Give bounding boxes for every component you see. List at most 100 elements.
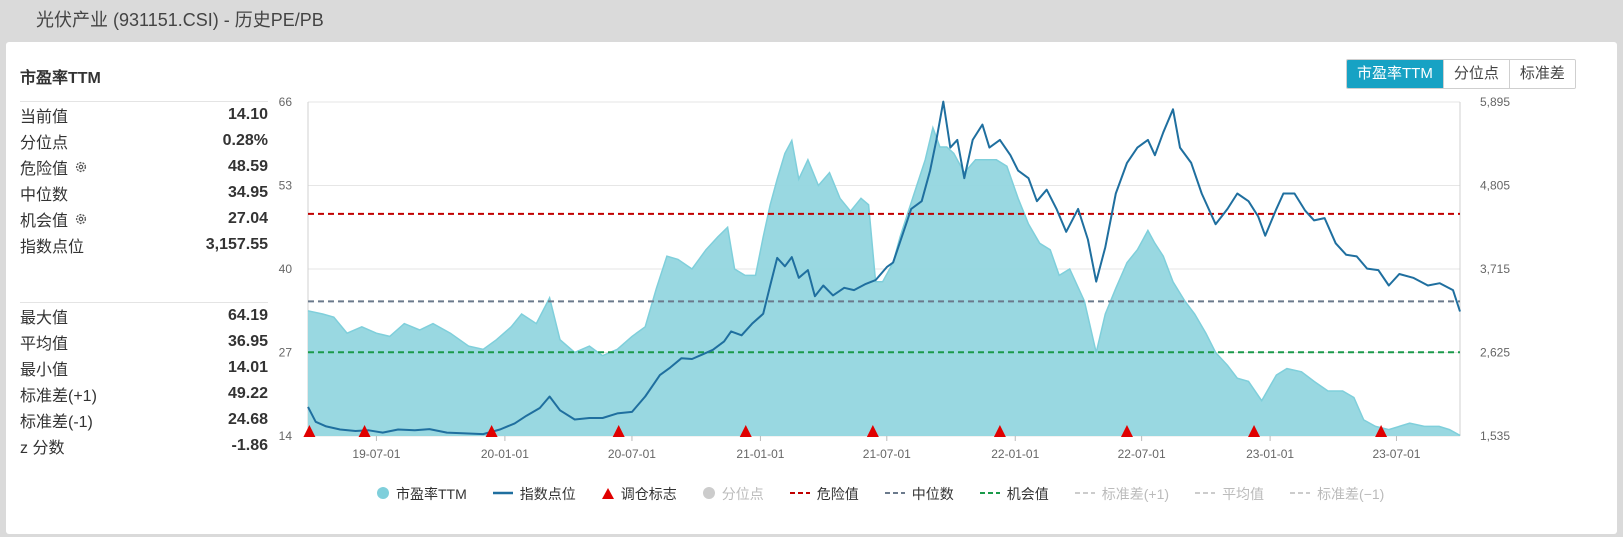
stat-row: 标准差(-1) 24.68 <box>20 407 268 433</box>
legend-symbol <box>601 486 615 503</box>
stat-row: 平均值 36.95 <box>20 329 268 355</box>
y-left-tick: 27 <box>279 346 293 360</box>
stat-row: 最大值 64.19 <box>20 303 268 329</box>
gear-icon[interactable] <box>74 160 88 174</box>
gear-icon[interactable] <box>74 212 88 226</box>
rebalance-marker <box>358 425 371 437</box>
metric-toggle: 市盈率TTM 分位点 标准差 <box>1346 59 1576 89</box>
index-line <box>307 100 1461 436</box>
toggle-button[interactable]: 分位点 <box>1442 60 1509 88</box>
stats-current: 当前值 14.10 分位点 0.28% 危险值 48.59 中位数 34.95 机会值 27.04… <box>20 101 268 258</box>
stat-label-text: 平均值 <box>20 336 69 353</box>
stat-label-text: 分位点 <box>20 135 69 152</box>
stat-row: 机会值 27.04 <box>20 206 268 232</box>
stat-label-text: 标准差(+1) <box>20 388 97 405</box>
stat-label-text: 机会值 <box>20 213 69 230</box>
reference-lines <box>308 212 1460 354</box>
stat-label: 平均值 <box>20 330 68 354</box>
section-title: 市盈率TTM <box>20 70 101 87</box>
stat-value: -1.86 <box>231 437 268 454</box>
legend-item[interactable]: 平均值 <box>1194 484 1264 504</box>
x-tick: 21-07-01 <box>863 447 911 461</box>
legend-item[interactable]: 机会值 <box>979 484 1049 504</box>
stats-summary: 最大值 64.19 平均值 36.95 最小值 14.01 标准差(+1) 49.22 标准差(… <box>20 302 268 459</box>
stat-label: 危险值 <box>20 155 88 179</box>
legend-symbol <box>979 486 1001 503</box>
legend-label: 指数点位 <box>519 486 576 502</box>
stat-value: 24.68 <box>227 411 268 428</box>
stat-row: 中位数 34.95 <box>20 180 268 206</box>
stat-label: 当前值 <box>20 103 68 127</box>
x-tick: 23-07-01 <box>1372 447 1420 461</box>
legend-item[interactable]: 危险值 <box>789 484 859 504</box>
axes: 14 27 40 53 66 1,535 2,625 3,715 4,805 5,895 19-07… <box>279 95 1511 461</box>
y-left-tick: 40 <box>279 262 293 276</box>
x-tick: 19-07-01 <box>352 447 400 461</box>
y-left-tick: 14 <box>279 429 293 443</box>
stat-value: 64.19 <box>227 307 268 324</box>
stat-row: 指数点位 3,157.55 <box>20 232 268 258</box>
legend-item[interactable]: 标准差(+1) <box>1074 484 1169 504</box>
stat-label: 最大值 <box>20 304 68 328</box>
rebalance-marker <box>303 425 316 437</box>
y-right-tick: 4,805 <box>1480 179 1510 193</box>
chart-card: 市盈率TTM 当前值 14.10 分位点 0.28% 危险值 48.59 中位数 34.95 机… <box>6 42 1617 534</box>
legend-item[interactable]: 市盈率TTM <box>376 484 467 504</box>
x-tick: 22-07-01 <box>1118 447 1166 461</box>
legend-symbol <box>1074 486 1096 503</box>
stat-label-text: 最大值 <box>20 310 69 327</box>
legend-item[interactable]: 中位数 <box>884 484 954 504</box>
legend-item[interactable]: 调仓标志 <box>601 484 677 504</box>
stat-row: 分位点 0.28% <box>20 128 268 154</box>
legend-label: 市盈率TTM <box>396 486 467 502</box>
toggle-button[interactable]: 市盈率TTM <box>1347 60 1443 88</box>
legend-item[interactable]: 指数点位 <box>492 484 576 504</box>
stat-value: 27.04 <box>227 210 268 227</box>
legend-label: 标准差(+1) <box>1101 486 1170 502</box>
pe-area <box>308 127 1460 436</box>
stat-row: 危险值 48.59 <box>20 154 268 180</box>
legend-item[interactable]: 标准差(−1) <box>1289 484 1384 504</box>
legend-label: 分位点 <box>721 486 764 502</box>
legend: 市盈率TTM 指数点位 调仓标志 分位点 危险值 中位数 机会值 标准差(+1) 平均值 标准差(… <box>376 484 1409 504</box>
legend-item[interactable]: 分位点 <box>702 484 764 504</box>
legend-label: 标准差(−1) <box>1317 486 1385 502</box>
stat-label-text: 当前值 <box>20 109 69 126</box>
stat-label-text: 最小值 <box>20 362 69 379</box>
stat-value: 0.28% <box>222 132 268 149</box>
rebalance-marker <box>1248 425 1261 437</box>
rebalance-marker <box>866 425 879 437</box>
legend-symbol <box>1194 486 1216 503</box>
stat-label: 分位点 <box>20 129 68 153</box>
x-tick: 23-01-01 <box>1246 447 1294 461</box>
x-tick: 20-01-01 <box>481 447 529 461</box>
stat-value: 34.95 <box>227 184 268 201</box>
y-left-tick: 66 <box>279 95 293 109</box>
stat-value: 14.01 <box>227 359 268 376</box>
stat-value: 48.59 <box>227 158 268 175</box>
stat-row: z 分数 -1.86 <box>20 433 268 459</box>
legend-symbol <box>492 486 514 503</box>
stat-row: 当前值 14.10 <box>20 102 268 128</box>
legend-symbol <box>1289 486 1311 503</box>
y-right-tick: 3,715 <box>1480 262 1510 276</box>
stat-label: 中位数 <box>20 181 68 205</box>
y-right-tick: 5,895 <box>1480 95 1510 109</box>
stat-value: 49.22 <box>227 385 268 402</box>
pe-line <box>307 125 1461 437</box>
stat-label-text: 中位数 <box>20 187 69 204</box>
rebalance-marker <box>612 425 625 437</box>
stat-value: 36.95 <box>227 333 268 350</box>
legend-label: 平均值 <box>1222 486 1265 502</box>
stat-label-text: 标准差(-1) <box>20 414 93 431</box>
rebalance-marker <box>1120 425 1133 437</box>
legend-symbol <box>702 486 716 503</box>
stat-label: z 分数 <box>20 434 64 458</box>
stat-label: 机会值 <box>20 207 88 231</box>
x-tick: 21-01-01 <box>736 447 784 461</box>
toggle-button[interactable]: 标准差 <box>1508 60 1575 88</box>
y-right-tick: 1,535 <box>1480 429 1510 443</box>
stat-label: 指数点位 <box>20 233 84 257</box>
x-tick: 22-01-01 <box>991 447 1039 461</box>
x-tick: 20-07-01 <box>608 447 656 461</box>
